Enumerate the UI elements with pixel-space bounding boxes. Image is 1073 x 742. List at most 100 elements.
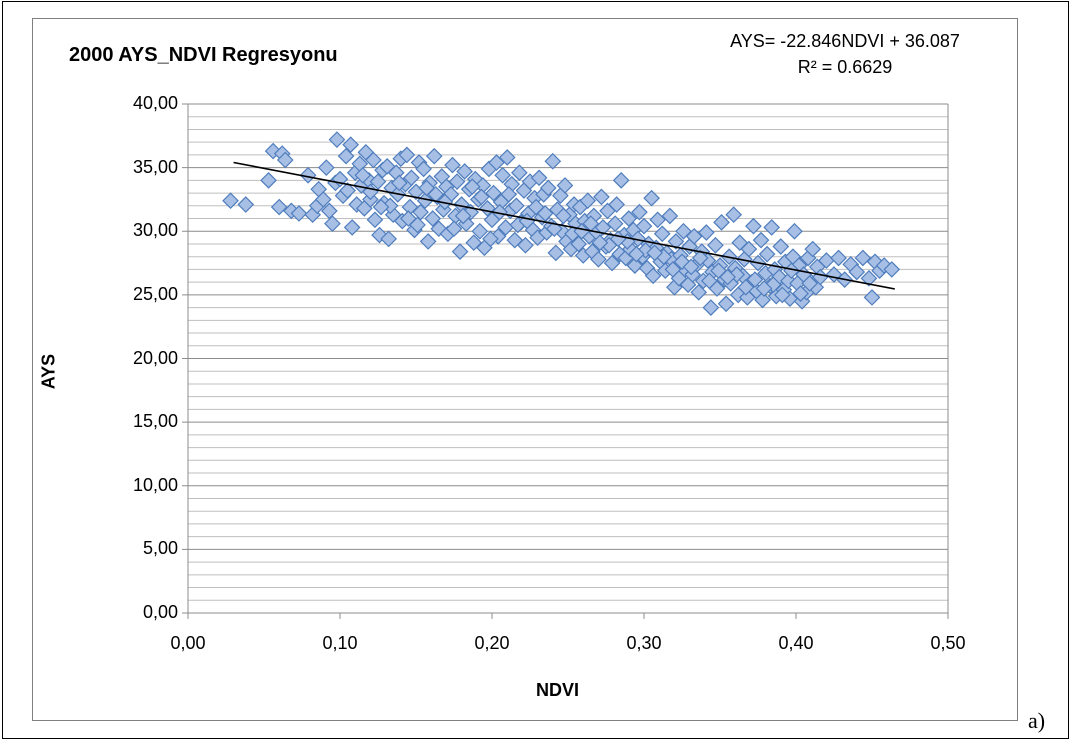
data-point (485, 184, 502, 202)
data-point (454, 207, 472, 225)
y-tick-label: 30,00 (132, 220, 178, 241)
data-point (270, 198, 288, 216)
data-point (342, 136, 359, 154)
data-point (755, 280, 773, 297)
data-point (608, 196, 625, 213)
data-point (324, 215, 341, 232)
data-point (555, 207, 572, 225)
data-point (390, 174, 408, 192)
data-point (606, 215, 624, 232)
data-point (612, 172, 630, 189)
data-point (593, 188, 610, 206)
x-tick-label: 0,30 (626, 633, 662, 653)
data-point (290, 205, 308, 222)
data-point (590, 250, 607, 268)
data-point (773, 286, 791, 304)
data-point (491, 203, 508, 221)
data-point (444, 156, 461, 174)
data-point (746, 271, 764, 288)
data-point (299, 166, 317, 184)
data-point (653, 225, 671, 243)
data-point (517, 236, 534, 254)
data-point (337, 147, 355, 165)
data-point (343, 219, 361, 236)
data-point (649, 211, 667, 229)
data-point (366, 211, 384, 229)
data-point (664, 261, 682, 278)
data-point (507, 197, 525, 215)
data-point (369, 173, 387, 190)
data-point (690, 283, 708, 301)
data-point (260, 172, 277, 189)
data-point (644, 267, 662, 285)
data-point (354, 166, 372, 184)
data-point (635, 217, 653, 235)
y-axis-label: AYS (38, 353, 59, 390)
data-point (725, 206, 743, 224)
y-tick-label: 0,00 (142, 602, 178, 622)
data-point (682, 258, 700, 276)
data-point (863, 289, 881, 306)
data-point (536, 205, 554, 222)
data-point (494, 166, 511, 184)
panel-letter: a) (1028, 708, 1046, 733)
data-point (556, 177, 574, 194)
data-point (463, 178, 481, 196)
data-point (603, 254, 621, 272)
data-point (498, 149, 516, 166)
data-point (482, 230, 499, 248)
data-point (860, 269, 878, 287)
data-point (579, 192, 597, 210)
x-tick-label: 0,50 (930, 633, 966, 653)
data-point (591, 234, 609, 252)
data-point (403, 169, 420, 187)
trendline-group (233, 161, 895, 290)
data-point (801, 275, 819, 292)
data-point (328, 131, 346, 148)
data-point (848, 263, 866, 281)
data-point (473, 188, 490, 206)
x-tick-label: 0,40 (778, 633, 814, 653)
data-point (620, 210, 638, 227)
data-point (317, 159, 335, 176)
data-point (222, 192, 239, 210)
chart-area (32, 18, 1018, 721)
trendline (233, 161, 895, 290)
data-point (415, 160, 432, 178)
data-point (276, 151, 294, 169)
x-tick-label: 0,20 (474, 633, 510, 653)
data-point (570, 235, 587, 253)
data-point (448, 173, 466, 190)
data-points (222, 131, 901, 316)
data-point (445, 220, 463, 238)
data-point (500, 185, 518, 203)
y-tick-label: 35,00 (132, 156, 178, 177)
data-point (419, 233, 437, 250)
data-point (740, 240, 758, 258)
data-point (685, 227, 703, 245)
y-tick-label: 40,00 (132, 93, 178, 113)
data-point (691, 249, 709, 267)
data-point (804, 240, 822, 258)
data-point (701, 272, 718, 290)
data-point (237, 196, 255, 213)
data-point (697, 224, 715, 241)
data-point (745, 217, 762, 235)
data-point (530, 169, 548, 187)
data-point (365, 151, 382, 169)
data-point (425, 147, 443, 165)
data-point (372, 198, 390, 216)
data-point (719, 268, 736, 286)
x-tick-label: 0,00 (170, 633, 206, 653)
data-point (626, 257, 644, 274)
data-point (763, 219, 781, 236)
x-tick-label: 0,10 (322, 633, 358, 653)
data-point (594, 219, 612, 236)
x-axis-label: NDVI (536, 680, 580, 700)
data-point (830, 249, 847, 267)
data-point (436, 193, 454, 211)
y-tick-label: 20,00 (132, 347, 178, 368)
data-point (667, 233, 685, 250)
